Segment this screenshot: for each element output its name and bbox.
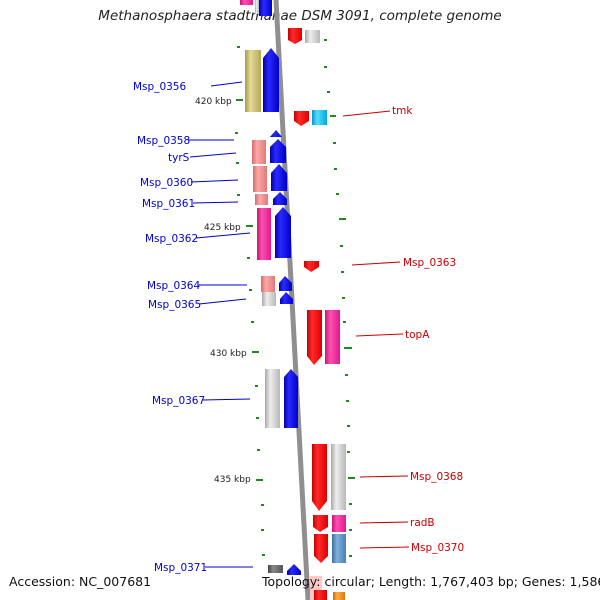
scale-label-420: 420 kbp (195, 97, 232, 107)
label-tmk[interactable]: tmk (392, 105, 413, 117)
gene-pink-0362 (257, 208, 271, 260)
gene-top-blue (259, 0, 272, 16)
gene-msp0371 (287, 564, 301, 575)
gene-topA (307, 310, 322, 365)
gene-gray-0367 (265, 369, 280, 428)
gene-steel-0370 (332, 534, 346, 563)
gene-msp0370 (314, 534, 328, 563)
gene-salmon-3 (255, 194, 268, 205)
label-radB[interactable]: radB (410, 517, 435, 529)
gene-msp0371-gray (268, 565, 283, 573)
gene-top-gray-right (305, 30, 320, 43)
gene-pink-radB (332, 515, 346, 532)
label-msp0368[interactable]: Msp_0368 (410, 471, 463, 483)
label-msp0361[interactable]: Msp_0361 (142, 198, 195, 210)
accession-text: Accession: NC_007681 (9, 574, 152, 589)
gene-salmon-0364 (261, 276, 275, 292)
label-msp0364[interactable]: Msp_0364 (147, 280, 200, 292)
label-topA[interactable]: topA (405, 329, 430, 341)
label-msp0360[interactable]: Msp_0360 (140, 177, 193, 189)
label-msp0370[interactable]: Msp_0370 (411, 542, 464, 554)
label-msp0371[interactable]: Msp_0371 (154, 562, 207, 574)
gene-msp0364 (279, 276, 292, 291)
genome-summary-text: Topology: circular; Length: 1,767,403 bp… (262, 574, 600, 589)
gene-msp0361 (273, 192, 287, 205)
label-msp0358[interactable]: Msp_0358 (137, 135, 190, 147)
label-msp0356[interactable]: Msp_0356 (133, 81, 186, 93)
gene-olive (245, 50, 261, 112)
gene-msp0365 (280, 292, 293, 304)
gene-msp0362 (275, 207, 291, 258)
label-msp0365[interactable]: Msp_0365 (148, 299, 201, 311)
gene-msp0368 (312, 444, 327, 511)
gene-cyan (312, 110, 327, 125)
label-tyrS[interactable]: tyrS (168, 152, 190, 164)
gene-radB (313, 515, 328, 532)
gene-msp0367 (284, 369, 298, 428)
scale-label-425: 425 kbp (204, 223, 241, 233)
gene-pink-topA (325, 310, 340, 364)
tick-marks-right (324, 39, 355, 557)
gene-msp0363 (304, 261, 319, 272)
gene-top-red (288, 28, 302, 44)
tick-marks-left (235, 46, 265, 556)
gene-bottom-red (314, 590, 327, 600)
label-msp0367[interactable]: Msp_0367 (152, 395, 205, 407)
gene-tyrS (270, 139, 286, 163)
gene-bottom-orange (333, 592, 345, 600)
gene-salmon-1 (252, 140, 266, 164)
scale-label-435: 435 kbp (214, 475, 251, 485)
map-title: Methanosphaera stadtmanae DSM 3091, comp… (98, 8, 502, 24)
scale-label-430: 430 kbp (210, 349, 247, 359)
gene-top-gray (255, 0, 259, 14)
gene-gray-0368 (331, 444, 346, 510)
right-label-lines (342, 110, 410, 549)
gene-msp0356 (263, 48, 279, 112)
gene-msp0358 (270, 130, 283, 137)
gene-gray-0365 (262, 292, 276, 306)
gene-salmon-2 (253, 166, 267, 192)
gene-top-pink (240, 0, 253, 5)
gene-msp0360 (271, 164, 287, 191)
label-msp0362[interactable]: Msp_0362 (145, 233, 198, 245)
label-msp0363[interactable]: Msp_0363 (403, 257, 456, 269)
left-label-lines (188, 81, 253, 568)
gene-tmk (294, 111, 309, 126)
